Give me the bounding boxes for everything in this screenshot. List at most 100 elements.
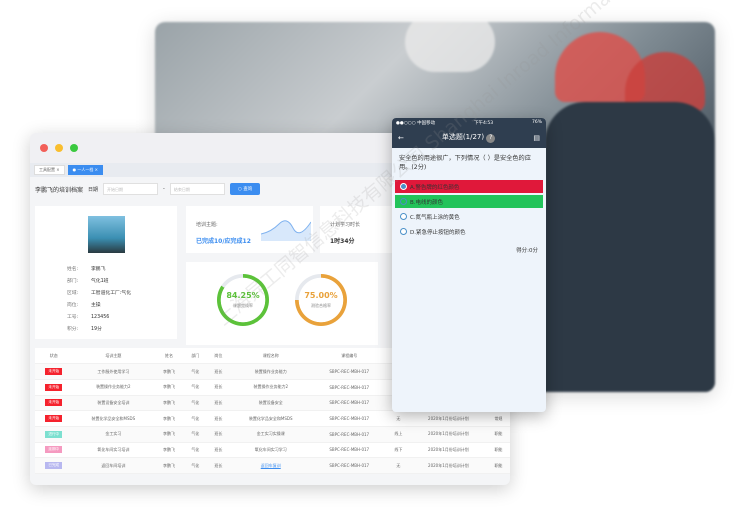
status-bar: ●●○○○ 中国移动 下午4:53 76% [392,118,546,127]
table-cell: 2020年1月份培训计划 [409,410,487,427]
tab-bar: 工具配置 × ● 一人一档 × [30,163,510,177]
table-cell: 装置操作业务能力2 [72,379,155,396]
training-table: 状态培训主题姓名部门岗位课程名称课程编号形式计划备注未开始工作服外使用学习李鹏飞… [35,348,510,474]
back-arrow-icon[interactable]: ← [398,133,404,142]
profile-card: 姓名: 李鹏飞 部门: 气化1班 区域: 工智道化工厂:气化 岗位: 主操 工号: 123456 积… [35,206,177,339]
rates-card: 84.25% 课题完成率 75.00% 测验合格率 [186,262,378,345]
end-date-input[interactable]: 结束日期 [169,183,225,195]
table-row[interactable]: 已完成 返回车间培训 李鹏飞 气化 班长 返回车复训 SBPC-REC-MBH-017 无 20… [35,457,510,474]
profile-row: 岗位: 主操 [67,300,131,312]
table-cell: 班长 [206,442,230,459]
table-cell: 气化 [183,426,207,443]
search-label: 查询 [243,187,253,192]
table-cell: 2020年1月份培训计划 [409,442,487,459]
option-b[interactable]: B.电线的颜色 [395,195,543,208]
option-label: C.氮气瓶上涂的黄色 [410,214,460,221]
avatar [88,216,125,253]
table-cell: SBPC-REC-MBH-017 [311,426,387,443]
column-header[interactable]: 岗位 [206,348,230,365]
table-cell: 线下 [386,442,410,459]
profile-value: 李鹏飞 [91,267,106,272]
table-cell: 职能 [486,442,510,459]
option-c[interactable]: C.氮气瓶上涂的黄色 [395,210,543,223]
table-row[interactable]: 延期中 氧化车间实习培训 李鹏飞 气化 班长 氧化车间实习学习 SBPC-REC-MBH-0… [35,442,510,459]
table-cell: 氧化车间实习培训 [72,442,155,459]
option-a[interactable]: A.警告牌的红色颜色 [395,180,543,193]
help-icon[interactable]: ? [486,134,496,143]
table-cell: 返回车间培训 [72,457,155,474]
topic-value: 已完成10/应完成12 [196,238,251,245]
table-cell: 装置化学品安全和MSDS [72,410,155,427]
table-cell: 2020年1月份培训计划 [409,457,487,474]
pass-value: 75.00% [304,291,338,300]
table-cell: 气化 [183,395,207,412]
status-badge: 延期中 [45,446,63,454]
profile-key: 岗位: [67,303,79,308]
tab-tools[interactable]: 工具配置 × [34,165,65,175]
question-text: 安全色的用途很广，下列情况（ ）是安全色的应用。(2分) [399,155,531,171]
table-cell: 无 [386,457,410,474]
minimize-dot[interactable] [55,144,63,152]
table-cell: 装置设备安全培训 [72,395,155,412]
table-cell: SBPC-REC-MBH-017 [311,395,387,412]
profile-value: 123456 [91,315,110,320]
table-cell: 气化 [183,410,207,427]
table-cell: 李鹏飞 [154,379,184,396]
question-title: 单选题(1/27) [441,133,485,141]
table-cell: 装置化学品安全和MSDS [229,410,312,427]
table-cell: 气化 [183,379,207,396]
profile-row: 部门: 气化1班 [67,276,131,288]
table-cell: SBPC-REC-MBH-017 [311,457,387,474]
hours-value: 1时34分 [330,238,355,245]
option-label: D.紧急停止按钮的颜色 [410,229,466,236]
profile-value: 工智道化工厂:气化 [91,291,131,296]
answer-card-icon[interactable]: ▤ [533,133,540,142]
table-cell: 装置操作业务能力2 [229,379,312,396]
table-cell: SBPC-REC-MBH-017 [311,410,387,427]
battery: 76% [531,120,542,125]
profile-row: 姓名: 李鹏飞 [67,264,131,276]
table-row[interactable]: 进行中 金工实习 李鹏飞 气化 班长 金工实习实操课 SBPC-REC-MBH-017 线上 2… [35,426,510,443]
column-header[interactable]: 课程编号 [311,348,387,365]
option-d[interactable]: D.紧急停止按钮的颜色 [395,225,543,238]
time: 下午4:53 [473,120,494,126]
table-cell: 职能 [486,457,510,474]
table-cell[interactable]: 返回车复训 [229,457,312,474]
column-header[interactable]: 部门 [183,348,207,365]
table-cell: 班长 [206,457,230,474]
table-cell: 职能 [486,426,510,443]
column-header[interactable]: 课程名称 [229,348,312,365]
topic-card: 培训主题: 已完成10/应完成12 [186,206,313,253]
date-label: 日期 [88,186,99,193]
start-date-input[interactable]: 开始日期 [103,183,159,195]
profile-row: 积分: 19分 [67,324,131,336]
tab-profile[interactable]: ● 一人一档 × [67,165,104,175]
status-badge: 未开始 [45,383,63,391]
table-cell: 金工实习 [72,426,155,443]
pass-label: 测验合格率 [311,303,331,308]
table-cell: 线上 [386,426,410,443]
option-label: B.电线的颜色 [410,199,444,206]
column-header[interactable]: 姓名 [154,348,184,365]
table-row[interactable]: 未开始 装置化学品安全和MSDS 李鹏飞 气化 班长 装置化学品安全和MSDS SBPC-R… [35,410,510,427]
status-badge: 已完成 [45,462,63,470]
table-cell: 无 [386,410,410,427]
table-cell: 工作服外使用学习 [72,363,155,380]
profile-info: 姓名: 李鹏飞 部门: 气化1班 区域: 工智道化工厂:气化 岗位: 主操 工号: 123456 积… [67,264,131,336]
table-cell: 氧化车间实习学习 [229,442,312,459]
table-cell: SBPC-REC-MBH-017 [311,363,387,380]
table-cell: 常规 [486,410,510,427]
table-cell: SBPC-REC-MBH-017 [311,442,387,459]
column-header[interactable]: 状态 [35,348,73,365]
close-dot[interactable] [40,144,48,152]
table-cell: 李鹏飞 [154,442,184,459]
page-title: 李鹏飞的培训档案 [35,186,84,194]
column-header[interactable]: 培训主题 [72,348,155,365]
status-badge: 未开始 [45,415,63,423]
table-cell: 金工实习实操课 [229,426,312,443]
search-button[interactable]: ○ 查询 [229,183,261,195]
maximize-dot[interactable] [70,144,78,152]
status-badge: 未开始 [45,399,63,407]
status-badge: 进行中 [45,430,63,438]
table-cell: 班长 [206,363,230,380]
